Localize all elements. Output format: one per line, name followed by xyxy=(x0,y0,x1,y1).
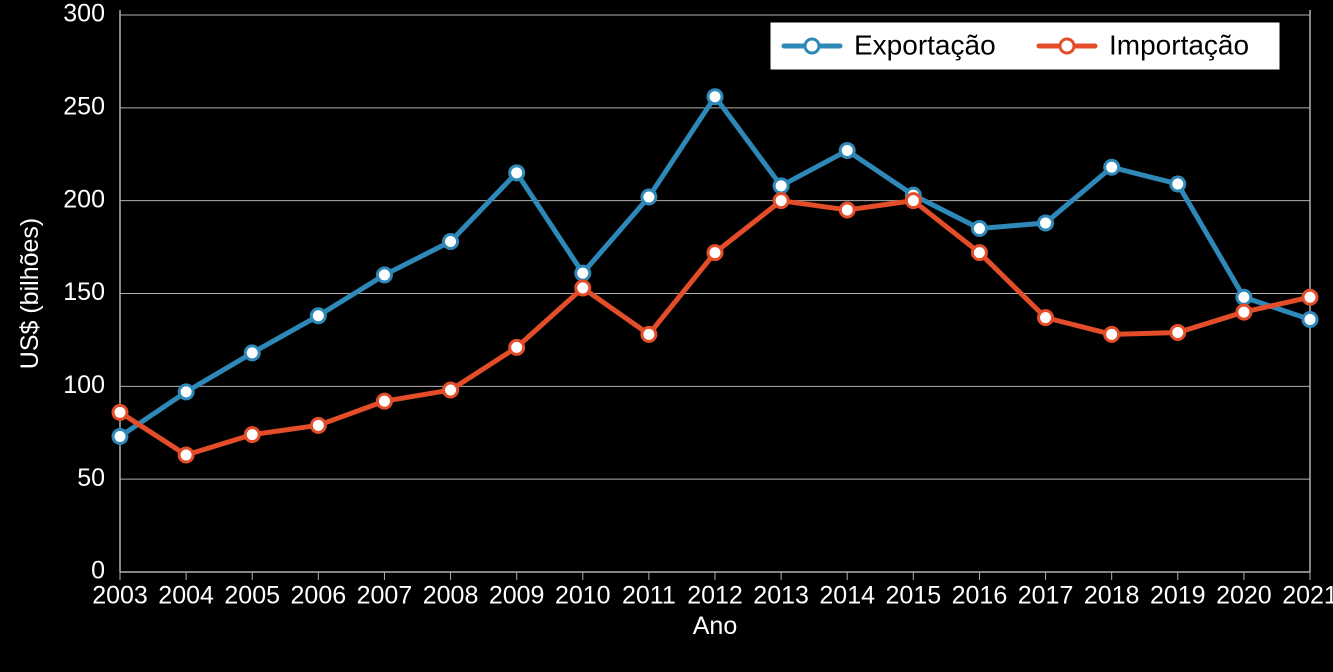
series-marker-0 xyxy=(510,166,524,180)
x-tick-label: 2017 xyxy=(1018,582,1074,610)
chart-svg: 0 50 100 150 200 250 300 2003 2004 2005 2006 2007 20… xyxy=(0,0,1333,672)
series-marker-0 xyxy=(113,429,127,443)
series-marker-0 xyxy=(642,190,656,204)
series-marker-0 xyxy=(972,222,986,236)
series-marker-0 xyxy=(840,144,854,158)
x-tick-label: 2010 xyxy=(555,582,611,610)
series-marker-1 xyxy=(840,203,854,217)
y-tick-label: 250 xyxy=(63,92,105,120)
series-marker-1 xyxy=(1105,327,1119,341)
series-marker-0 xyxy=(179,385,193,399)
x-tick-label: 2013 xyxy=(753,582,809,610)
x-tick-label: 2012 xyxy=(687,582,743,610)
x-tick-label: 2018 xyxy=(1084,582,1140,610)
series-marker-1 xyxy=(444,383,458,397)
series-marker-0 xyxy=(1237,290,1251,304)
series-marker-1 xyxy=(245,428,259,442)
series-marker-1 xyxy=(972,246,986,260)
series-marker-1 xyxy=(576,281,590,295)
series-marker-0 xyxy=(1303,312,1317,326)
trade-line-chart: 0 50 100 150 200 250 300 2003 2004 2005 2006 2007 20… xyxy=(0,0,1333,672)
legend-label: Importação xyxy=(1109,29,1249,60)
series-marker-0 xyxy=(444,235,458,249)
series-marker-1 xyxy=(708,246,722,260)
y-axis-title: US$ (bilhões) xyxy=(16,218,44,369)
x-tick-label: 2004 xyxy=(158,582,214,610)
x-tick-label: 2015 xyxy=(886,582,942,610)
y-tick-label: 50 xyxy=(77,464,105,492)
series-marker-1 xyxy=(510,340,524,354)
x-tick-label: 2016 xyxy=(952,582,1008,610)
x-tick-label: 2021 xyxy=(1282,582,1333,610)
series-marker-1 xyxy=(311,418,325,432)
series-marker-0 xyxy=(708,90,722,104)
series-marker-1 xyxy=(377,394,391,408)
legend: Exportação Importação xyxy=(770,22,1280,70)
x-tick-label: 2019 xyxy=(1150,582,1206,610)
series-marker-1 xyxy=(774,194,788,208)
series-marker-1 xyxy=(179,448,193,462)
x-axis-title: Ano xyxy=(693,612,737,640)
series-marker-1 xyxy=(1171,325,1185,339)
x-tick-label: 2005 xyxy=(224,582,280,610)
x-tick-label: 2007 xyxy=(357,582,413,610)
y-tick-label: 150 xyxy=(63,278,105,306)
x-tick-label: 2011 xyxy=(622,582,676,610)
series-marker-1 xyxy=(642,327,656,341)
legend-label: Exportação xyxy=(854,29,996,60)
x-tick-label: 2003 xyxy=(92,582,148,610)
x-tick-label: 2020 xyxy=(1216,582,1272,610)
series-marker-0 xyxy=(1039,216,1053,230)
y-tick-label: 100 xyxy=(63,371,105,399)
x-tick-label: 2009 xyxy=(489,582,545,610)
series-marker-1 xyxy=(1303,290,1317,304)
x-tick-label: 2008 xyxy=(423,582,479,610)
series-marker-1 xyxy=(906,194,920,208)
series-marker-0 xyxy=(245,346,259,360)
series-marker-0 xyxy=(377,268,391,282)
series-marker-0 xyxy=(1105,160,1119,174)
x-tick-label: 2014 xyxy=(819,582,875,610)
series-marker-0 xyxy=(774,179,788,193)
y-tick-label: 0 xyxy=(91,557,105,585)
series-marker-1 xyxy=(113,405,127,419)
series-marker-0 xyxy=(576,266,590,280)
y-tick-label: 300 xyxy=(63,0,105,28)
series-marker-0 xyxy=(311,309,325,323)
x-tick-label: 2006 xyxy=(291,582,347,610)
series-marker-1 xyxy=(1039,311,1053,325)
y-tick-label: 200 xyxy=(63,185,105,213)
series-marker-1 xyxy=(1237,305,1251,319)
series-marker-0 xyxy=(1171,177,1185,191)
